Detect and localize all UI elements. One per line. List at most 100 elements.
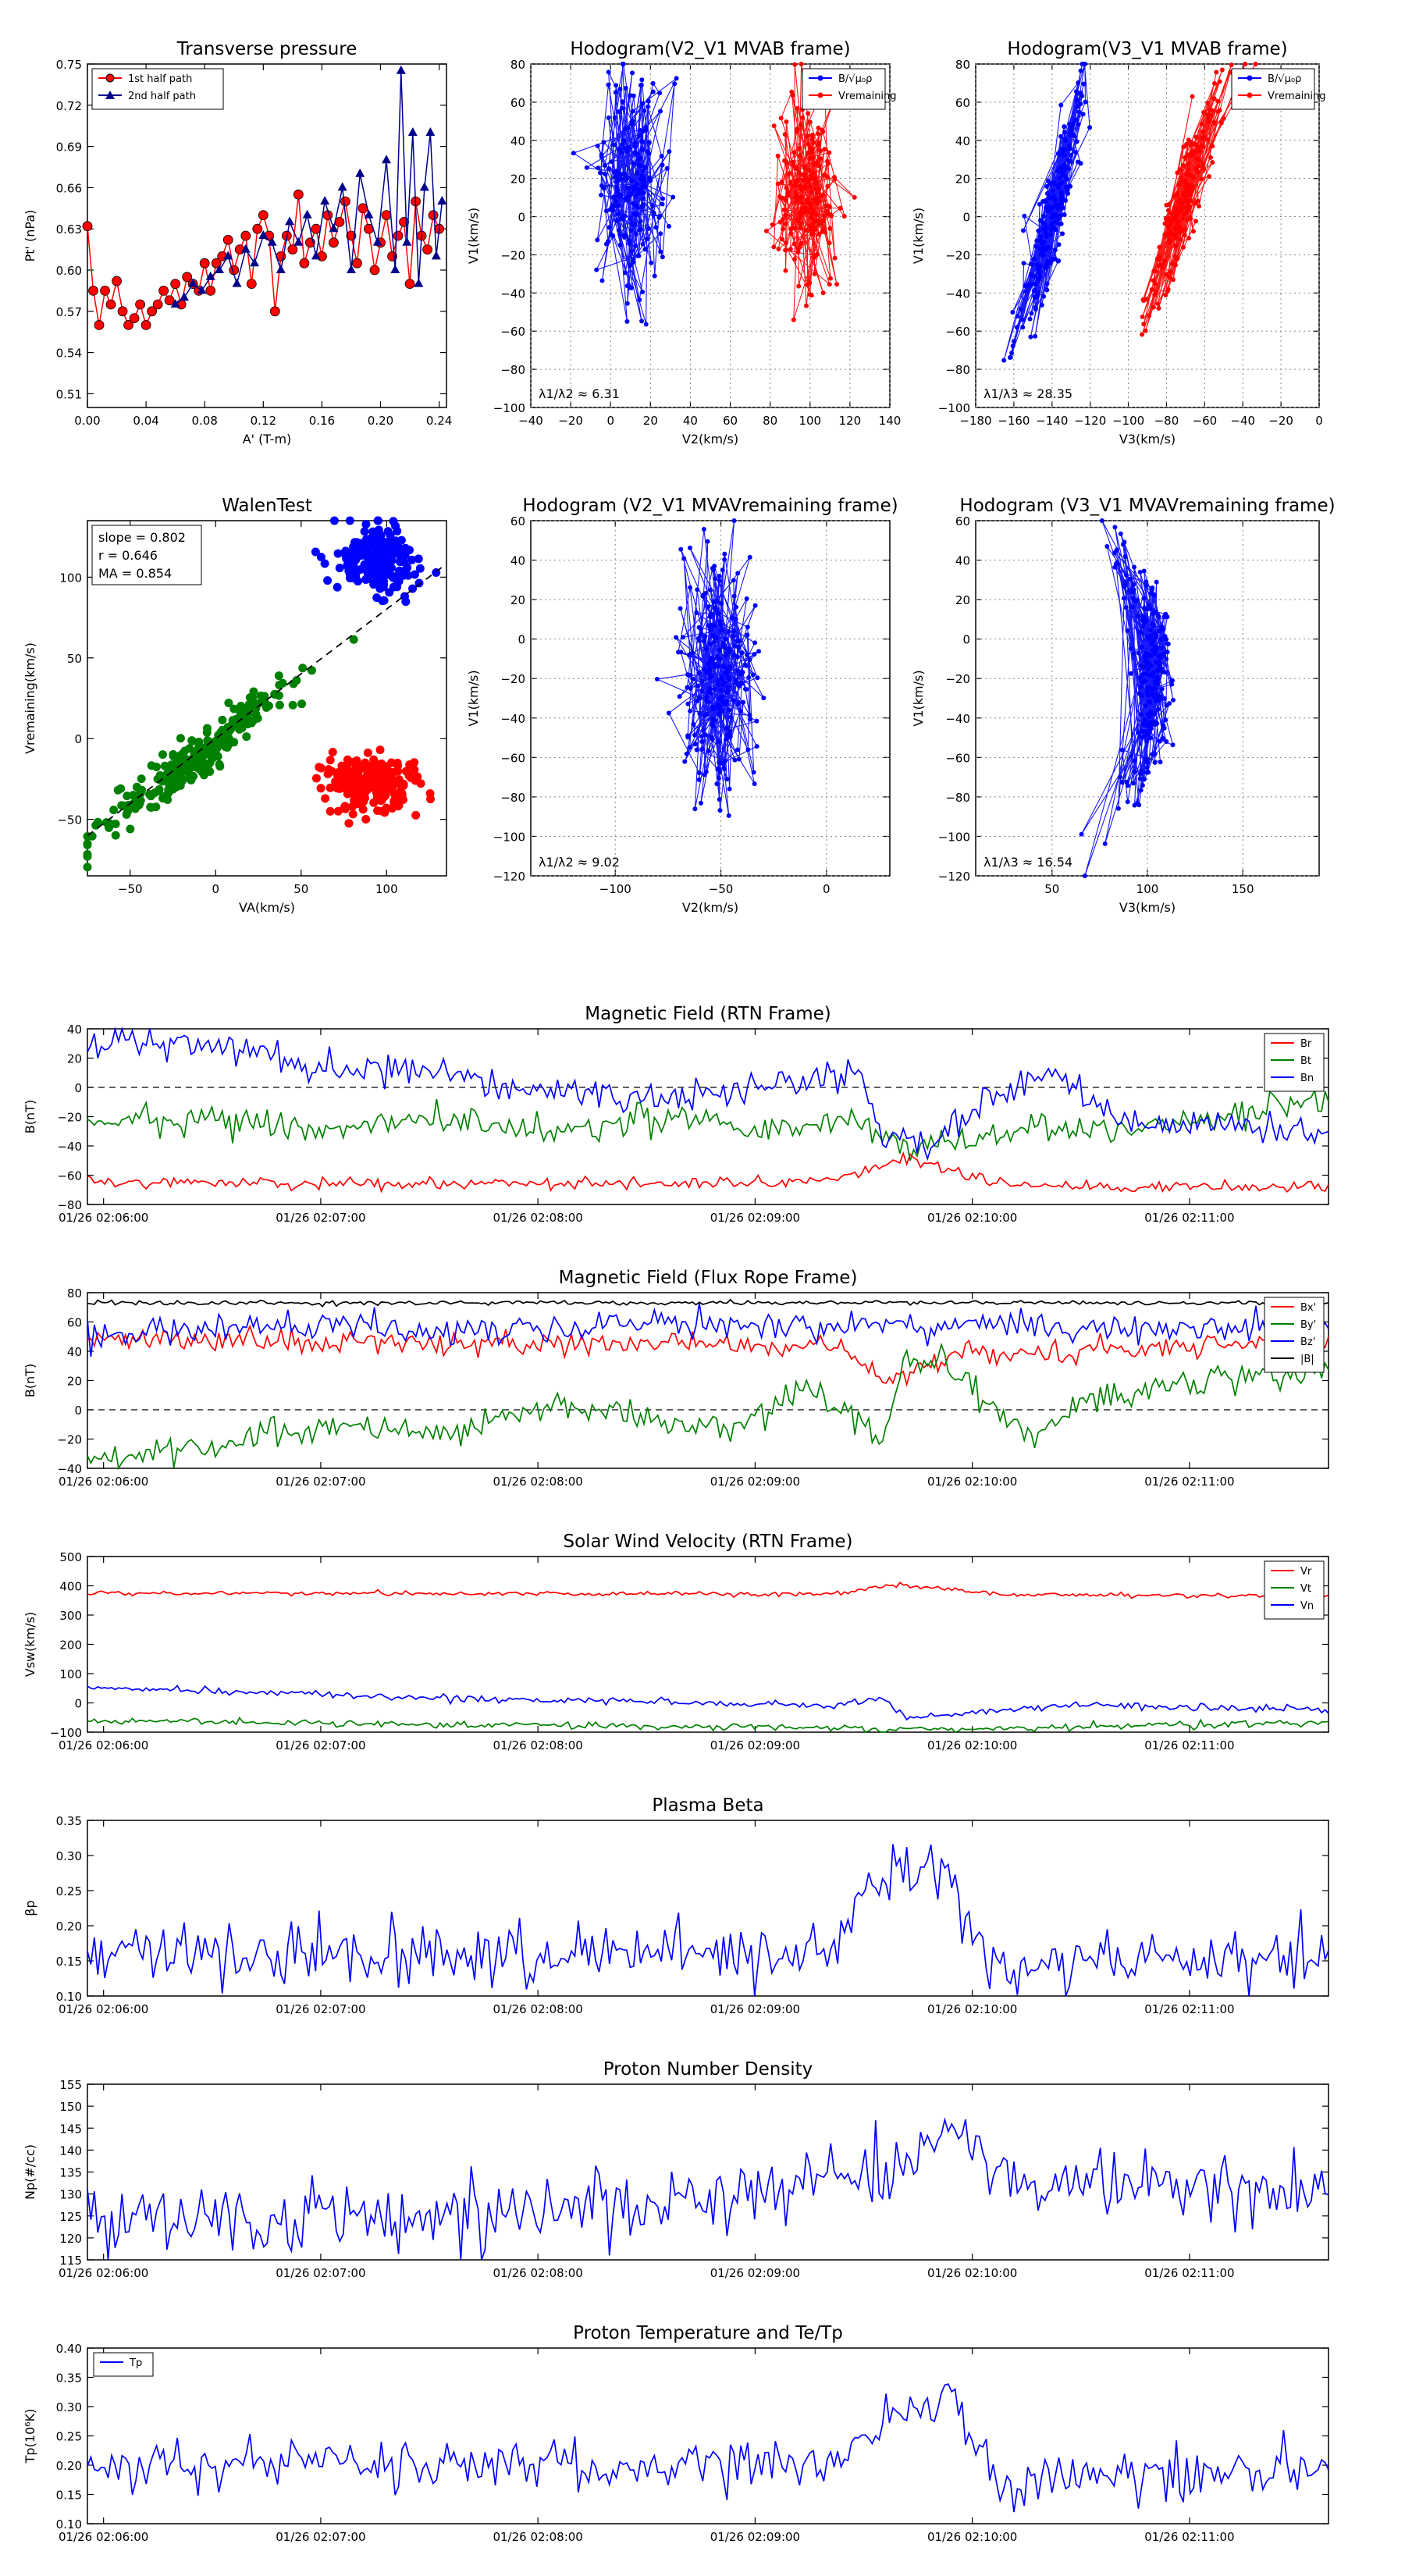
data-point bbox=[1015, 314, 1020, 319]
data-point bbox=[1184, 194, 1190, 199]
data-point bbox=[1161, 258, 1167, 264]
data-point bbox=[735, 571, 741, 576]
chart-ts6: Proton Temperature and Te/Tp Tp(10⁶K) 0.10… bbox=[23, 2323, 1329, 2544]
data-point bbox=[659, 154, 664, 159]
data-point bbox=[1146, 770, 1151, 775]
x-tick-label: 01/26 02:10:00 bbox=[927, 1211, 1017, 1225]
data-point bbox=[1059, 148, 1065, 153]
data-point bbox=[350, 799, 360, 809]
data-point bbox=[1129, 671, 1134, 676]
data-point bbox=[1136, 650, 1141, 656]
data-point bbox=[696, 777, 702, 782]
chart-ts4: Plasma Beta βp 0.10 0.15 0.20 0.25 0.30 0.35 01/… bbox=[23, 1795, 1329, 2016]
data-point bbox=[792, 62, 798, 67]
data-point bbox=[289, 679, 298, 688]
x-tick-label: −20 bbox=[558, 414, 583, 428]
data-point bbox=[1057, 176, 1062, 181]
data-point bbox=[1063, 197, 1069, 203]
data-point bbox=[620, 62, 625, 66]
data-point bbox=[355, 168, 365, 177]
data-point bbox=[248, 693, 258, 703]
data-point bbox=[811, 170, 816, 176]
data-point bbox=[718, 687, 724, 692]
x-tick-label: 0 bbox=[1315, 414, 1323, 428]
data-point bbox=[1127, 588, 1133, 593]
data-point bbox=[1039, 302, 1044, 308]
data-point bbox=[723, 653, 728, 658]
x-tick-label: 01/26 02:08:00 bbox=[493, 2266, 582, 2280]
data-point bbox=[1065, 158, 1071, 163]
data-point bbox=[632, 144, 638, 149]
data-point bbox=[732, 757, 738, 763]
data-point bbox=[791, 317, 796, 322]
data-point bbox=[214, 265, 224, 273]
data-point bbox=[723, 737, 728, 742]
y-tick-label: 40 bbox=[955, 554, 970, 568]
data-point bbox=[638, 219, 643, 224]
data-point bbox=[617, 109, 622, 115]
data-point bbox=[719, 601, 724, 607]
data-point bbox=[827, 282, 832, 287]
data-point bbox=[205, 767, 215, 776]
data-point bbox=[1168, 229, 1173, 235]
data-point bbox=[1062, 130, 1067, 135]
data-point bbox=[1163, 611, 1168, 617]
data-point bbox=[1115, 560, 1120, 565]
data-point bbox=[645, 236, 650, 241]
y-tick-label: −60 bbox=[57, 1169, 82, 1183]
chart-title: Proton Number Density bbox=[603, 2059, 813, 2080]
data-point bbox=[1155, 706, 1161, 712]
data-point bbox=[752, 603, 758, 608]
data-point bbox=[83, 852, 92, 861]
y-tick-label: 125 bbox=[59, 2210, 82, 2224]
data-point bbox=[788, 180, 793, 185]
data-point bbox=[1040, 241, 1045, 247]
data-point bbox=[1033, 281, 1038, 286]
data-point bbox=[699, 746, 705, 752]
data-point bbox=[117, 801, 126, 810]
data-point bbox=[687, 545, 692, 550]
data-point bbox=[1167, 701, 1172, 706]
data-point bbox=[1193, 134, 1199, 140]
y-tick-label: −40 bbox=[57, 1140, 82, 1154]
legend-label: Tp bbox=[129, 2357, 142, 2369]
data-point bbox=[1121, 596, 1126, 601]
legend-label: By' bbox=[1300, 1319, 1316, 1331]
data-point bbox=[780, 226, 785, 232]
data-point bbox=[1162, 221, 1168, 226]
data-point bbox=[1211, 119, 1217, 125]
data-point bbox=[630, 70, 635, 76]
data-point bbox=[806, 168, 812, 173]
data-point bbox=[298, 664, 308, 673]
data-point bbox=[809, 173, 814, 179]
series-line bbox=[766, 63, 855, 320]
data-point bbox=[638, 163, 643, 169]
data-point bbox=[1038, 233, 1044, 239]
legend-label: Vr bbox=[1300, 1566, 1312, 1578]
y-tick-label: 0.25 bbox=[56, 2430, 82, 2444]
data-point bbox=[1060, 231, 1065, 237]
y-tick-label: −20 bbox=[57, 1433, 82, 1447]
data-point bbox=[729, 615, 735, 621]
data-point bbox=[274, 671, 283, 681]
data-point bbox=[1044, 287, 1050, 293]
y-tick-label: 40 bbox=[510, 554, 525, 568]
x-tick-label: −160 bbox=[998, 414, 1030, 428]
data-point bbox=[1178, 167, 1183, 173]
data-point bbox=[242, 732, 251, 742]
data-point bbox=[699, 739, 705, 745]
data-point bbox=[1044, 231, 1049, 237]
data-point bbox=[696, 770, 702, 776]
x-tick-label: 0.12 bbox=[251, 414, 276, 428]
data-point bbox=[658, 231, 663, 237]
data-point bbox=[613, 174, 618, 180]
data-point bbox=[717, 578, 722, 583]
data-point bbox=[382, 778, 391, 788]
data-point bbox=[397, 535, 406, 545]
data-point bbox=[747, 554, 752, 560]
data-point bbox=[1172, 211, 1177, 216]
data-point bbox=[333, 582, 342, 592]
data-point bbox=[1079, 831, 1084, 837]
data-point bbox=[657, 91, 663, 96]
x-tick-label: 01/26 02:11:00 bbox=[1144, 1211, 1234, 1225]
